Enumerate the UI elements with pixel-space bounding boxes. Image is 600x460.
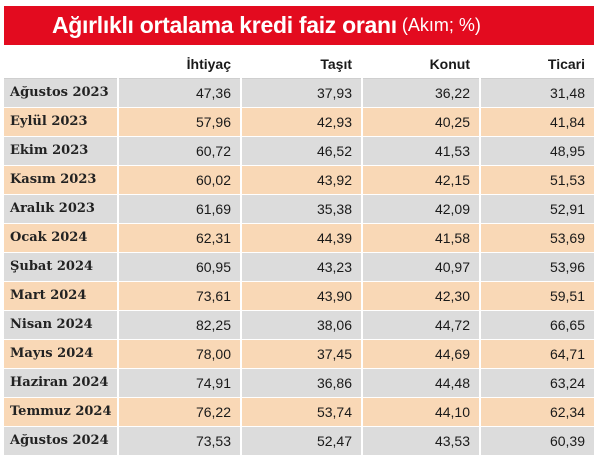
row-label-month: Şubat 2024 — [4, 252, 119, 282]
cell-ihtiyac: 73,53 — [118, 426, 242, 456]
cell-ticari: 53,96 — [480, 252, 594, 282]
cell-ihtiyac: 60,72 — [118, 136, 242, 166]
cell-ticari: 64,71 — [480, 339, 594, 369]
cell-tasit: 53,74 — [241, 397, 363, 427]
table-row: Nisan 2024 82,25 38,06 44,72 66,65 — [4, 310, 594, 340]
column-header-ticari: Ticari — [480, 50, 594, 79]
cell-ihtiyac: 62,31 — [118, 223, 242, 253]
table-row: Kasım 2023 60,02 43,92 42,15 51,53 — [4, 165, 594, 195]
cell-konut: 42,30 — [362, 281, 481, 311]
cell-ihtiyac: 57,96 — [118, 107, 242, 137]
cell-konut: 41,53 — [362, 136, 481, 166]
table-row: Ekim 2023 60,72 46,52 41,53 48,95 — [4, 136, 594, 166]
cell-konut: 40,25 — [362, 107, 481, 137]
table-row: Temmuz 2024 76,22 53,74 44,10 62,34 — [4, 397, 594, 427]
cell-tasit: 44,39 — [241, 223, 363, 253]
cell-konut: 44,10 — [362, 397, 481, 427]
chart-subtitle: (Akım; %) — [401, 15, 481, 35]
rate-table-figure: Ağırlıklı ortalama kredi faiz oranı (Akı… — [4, 6, 594, 456]
cell-tasit: 46,52 — [241, 136, 363, 166]
cell-ihtiyac: 60,95 — [118, 252, 242, 282]
title-bar: Ağırlıklı ortalama kredi faiz oranı (Akı… — [4, 6, 594, 45]
cell-ticari: 48,95 — [480, 136, 594, 166]
cell-ihtiyac: 73,61 — [118, 281, 242, 311]
cell-konut: 43,53 — [362, 426, 481, 456]
cell-ihtiyac: 78,00 — [118, 339, 242, 369]
cell-konut: 36,22 — [362, 78, 481, 108]
cell-tasit: 38,06 — [241, 310, 363, 340]
cell-ihtiyac: 74,91 — [118, 368, 242, 398]
cell-ihtiyac: 82,25 — [118, 310, 242, 340]
cell-tasit: 36,86 — [241, 368, 363, 398]
cell-konut: 44,69 — [362, 339, 481, 369]
cell-tasit: 37,45 — [241, 339, 363, 369]
row-label-month: Ağustos 2023 — [4, 78, 119, 108]
cell-tasit: 43,90 — [241, 281, 363, 311]
column-header-month — [4, 50, 119, 79]
row-label-month: Ocak 2024 — [4, 223, 119, 253]
row-label-month: Haziran 2024 — [4, 368, 119, 398]
cell-ticari: 51,53 — [480, 165, 594, 195]
cell-tasit: 52,47 — [241, 426, 363, 456]
row-label-month: Temmuz 2024 — [4, 397, 119, 427]
cell-ticari: 66,65 — [480, 310, 594, 340]
cell-konut: 42,09 — [362, 194, 481, 224]
cell-ticari: 60,39 — [480, 426, 594, 456]
row-label-month: Nisan 2024 — [4, 310, 119, 340]
cell-ticari: 53,69 — [480, 223, 594, 253]
column-header-konut: Konut — [362, 50, 481, 79]
cell-ticari: 63,24 — [480, 368, 594, 398]
cell-ticari: 59,51 — [480, 281, 594, 311]
chart-title: Ağırlıklı ortalama kredi faiz oranı — [52, 12, 397, 38]
header-row: İhtiyaç Taşıt Konut Ticari — [4, 50, 594, 79]
cell-konut: 41,58 — [362, 223, 481, 253]
cell-tasit: 35,38 — [241, 194, 363, 224]
cell-tasit: 43,23 — [241, 252, 363, 282]
row-label-month: Eylül 2023 — [4, 107, 119, 137]
table-row: Şubat 2024 60,95 43,23 40,97 53,96 — [4, 252, 594, 282]
cell-konut: 44,48 — [362, 368, 481, 398]
row-label-month: Mart 2024 — [4, 281, 119, 311]
cell-ticari: 62,34 — [480, 397, 594, 427]
row-label-month: Aralık 2023 — [4, 194, 119, 224]
table-body: Ağustos 2023 47,36 37,93 36,22 31,48 Eylül 20… — [4, 78, 594, 456]
row-label-month: Mayıs 2024 — [4, 339, 119, 369]
column-header-tasit: Taşıt — [241, 50, 363, 79]
table-row: Eylül 2023 57,96 42,93 40,25 41,84 — [4, 107, 594, 137]
cell-ihtiyac: 60,02 — [118, 165, 242, 195]
cell-konut: 42,15 — [362, 165, 481, 195]
cell-konut: 44,72 — [362, 310, 481, 340]
table-row: Ocak 2024 62,31 44,39 41,58 53,69 — [4, 223, 594, 253]
table-row: Haziran 2024 74,91 36,86 44,48 63,24 — [4, 368, 594, 398]
row-label-month: Ekim 2023 — [4, 136, 119, 166]
table-row: Ağustos 2024 73,53 52,47 43,53 60,39 — [4, 426, 594, 456]
cell-tasit: 42,93 — [241, 107, 363, 137]
cell-ticari: 52,91 — [480, 194, 594, 224]
table-row: Ağustos 2023 47,36 37,93 36,22 31,48 — [4, 78, 594, 108]
cell-ihtiyac: 76,22 — [118, 397, 242, 427]
column-header-ihtiyac: İhtiyaç — [118, 50, 242, 79]
rate-table: İhtiyaç Taşıt Konut Ticari Ağustos 2023 4… — [4, 50, 594, 456]
cell-konut: 40,97 — [362, 252, 481, 282]
row-label-month: Ağustos 2024 — [4, 426, 119, 456]
table-row: Mayıs 2024 78,00 37,45 44,69 64,71 — [4, 339, 594, 369]
cell-ticari: 31,48 — [480, 78, 594, 108]
cell-ticari: 41,84 — [480, 107, 594, 137]
cell-tasit: 37,93 — [241, 78, 363, 108]
table-row: Mart 2024 73,61 43,90 42,30 59,51 — [4, 281, 594, 311]
cell-ihtiyac: 47,36 — [118, 78, 242, 108]
cell-tasit: 43,92 — [241, 165, 363, 195]
row-label-month: Kasım 2023 — [4, 165, 119, 195]
table-row: Aralık 2023 61,69 35,38 42,09 52,91 — [4, 194, 594, 224]
cell-ihtiyac: 61,69 — [118, 194, 242, 224]
